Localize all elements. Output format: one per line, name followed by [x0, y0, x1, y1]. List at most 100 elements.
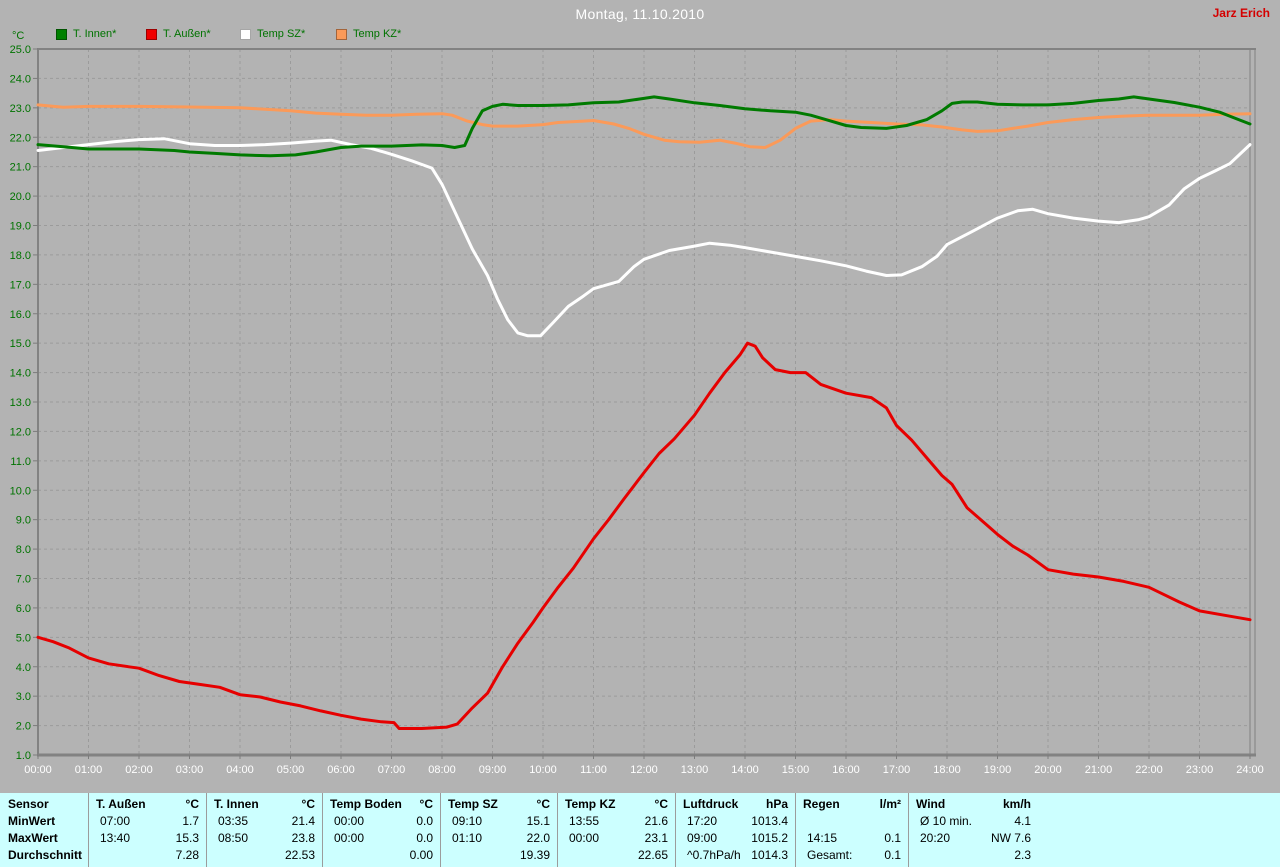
y-axis-labels: 25.0 24.0 23.0 22.0 21.0 20.0 19.0 18.0 17.0 16.0… [10, 44, 31, 762]
legend-item-t-aussen: T. Außen* [146, 28, 211, 40]
t-aussen-swatch-icon [146, 28, 157, 40]
stats-cell-avg: 22.65 [558, 847, 675, 864]
y-tick-label: 8.0 [16, 544, 31, 556]
stats-cell-max: 20:20 NW 7.6 [909, 830, 1038, 847]
cell-value: 21.4 [291, 814, 315, 828]
stats-cell-min: 00:00 0.0 [323, 813, 440, 830]
cell-value: NW 7.6 [990, 831, 1031, 845]
y-tick-label: 22.0 [10, 132, 31, 144]
x-tick-label: 11:00 [580, 764, 607, 776]
cell-value: 0.00 [409, 848, 433, 862]
y-tick-label: 17.0 [10, 279, 31, 291]
cell-time: 13:55 [569, 814, 600, 828]
stats-cell-avg: 7.28 [89, 847, 206, 864]
x-tick-label: 09:00 [479, 764, 507, 776]
x-tick-label: 00:00 [24, 764, 52, 776]
x-tick-label: 08:00 [428, 764, 456, 776]
cell-value: °C [301, 797, 315, 811]
cell-time: Luftdruck [683, 797, 739, 811]
cell-time: Wind [916, 797, 946, 811]
stats-cell-head: Temp Boden °C [323, 796, 440, 813]
cell-value: 15.1 [526, 814, 550, 828]
cell-time: 00:00 [334, 814, 365, 828]
y-tick-label: 19.0 [10, 221, 31, 233]
cell-value: 22.65 [637, 848, 668, 862]
cell-value: 21.6 [644, 814, 668, 828]
x-tick-label: 07:00 [378, 764, 406, 776]
y-tick-label: 15.0 [10, 338, 31, 350]
cell-time: 13:40 [100, 831, 131, 845]
y-tick-label: 11.0 [10, 456, 31, 468]
y-tick-label: 14.0 [10, 368, 31, 380]
x-tick-label: 16:00 [832, 764, 860, 776]
stats-column-temp-boden: Temp Boden °C 00:00 0.0 00:00 0.0 0.00 [322, 793, 440, 867]
stats-cell-min: Ø 10 min. 4.1 [909, 813, 1038, 830]
cell-value: 4.1 [1014, 814, 1031, 828]
cell-time: 01:10 [452, 831, 483, 845]
legend-label: Temp KZ* [353, 28, 402, 40]
stats-cell-avg: 19.39 [441, 847, 557, 864]
user-name: Jarz Erich [1212, 6, 1270, 20]
x-tick-label: 13:00 [681, 764, 709, 776]
cell-value: °C [419, 797, 433, 811]
stats-column-t-innen: T. Innen °C 03:35 21.4 08:50 23.8 22.53 [206, 793, 322, 867]
stats-cell-avg: 2.3 [909, 847, 1038, 864]
legend-item-temp-kz: Temp KZ* [336, 28, 401, 40]
y-tick-label: 1.0 [16, 750, 31, 762]
stats-row-label: MaxWert [8, 831, 58, 845]
chart-gridlines [38, 49, 1250, 755]
y-axis-unit-label: °C [12, 30, 25, 42]
stats-cell-max: 14:15 0.1 [796, 830, 908, 847]
cell-time: T. Innen [214, 797, 259, 811]
y-tick-label: 3.0 [16, 691, 31, 703]
stats-column-temp-kz: Temp KZ °C 13:55 21.6 00:00 23.1 22.65 [557, 793, 675, 867]
y-tick-label: 9.0 [16, 515, 31, 527]
cell-value: 1013.4 [751, 814, 788, 828]
cell-time: Regen [803, 797, 840, 811]
cell-time: 03:35 [218, 814, 249, 828]
stats-cell-max: 00:00 0.0 [323, 830, 440, 847]
cell-time: 17:20 [687, 814, 718, 828]
x-tick-label: 21:00 [1085, 764, 1113, 776]
stats-cell-head: Temp KZ °C [558, 796, 675, 813]
cell-time: 09:00 [687, 831, 718, 845]
stats-cell-max: 08:50 23.8 [207, 830, 322, 847]
y-tick-label: 6.0 [16, 603, 31, 615]
cell-time: 09:10 [452, 814, 483, 828]
temp-sz-swatch-icon [240, 28, 251, 40]
cell-time: 08:50 [218, 831, 249, 845]
x-tick-label: 19:00 [984, 764, 1012, 776]
legend-item-t-innen: T. Innen* [56, 28, 116, 40]
y-tick-label: 12.0 [10, 426, 31, 438]
stats-column-luftdruck: Luftdruck hPa 17:20 1013.4 09:00 1015.2 ^0.7hP… [675, 793, 795, 867]
stats-cell-min: 09:10 15.1 [441, 813, 557, 830]
temperature-chart: 25.0 24.0 23.0 22.0 21.0 20.0 19.0 18.0 17.0 16.0… [10, 44, 1264, 776]
cell-time: 14:15 [807, 831, 838, 845]
cell-value: °C [185, 797, 199, 811]
cell-value: 0.1 [884, 831, 901, 845]
stats-cell-min: 03:35 21.4 [207, 813, 322, 830]
x-tick-label: 14:00 [731, 764, 759, 776]
stats-row-label: MinWert [8, 814, 56, 828]
cell-value: 7.28 [175, 848, 199, 862]
stats-cell-min: 13:55 21.6 [558, 813, 675, 830]
x-tick-label: 10:00 [529, 764, 557, 776]
legend-label: T. Innen* [73, 28, 117, 40]
x-tick-label: 18:00 [933, 764, 961, 776]
cell-time: T. Außen [96, 797, 146, 811]
cell-time: ^0.7hPa/h [687, 848, 741, 862]
axis-ticks [33, 48, 1251, 759]
x-tick-label: 03:00 [176, 764, 204, 776]
cell-value: 0.0 [416, 814, 433, 828]
y-tick-label: 7.0 [16, 574, 31, 586]
page-title: Montag, 11.10.2010 [575, 6, 705, 22]
cell-value: hPa [765, 797, 788, 811]
y-tick-label: 2.0 [16, 721, 31, 733]
series-line-temp-sz [36, 137, 1252, 338]
series-line-t-innen [36, 95, 1252, 158]
stats-column-regen: Regen l/m² 14:15 0.1 Gesamt: 0.1 [795, 793, 908, 867]
y-tick-label: 23.0 [10, 103, 31, 115]
t-innen-swatch-icon [56, 28, 67, 40]
cell-time: 20:20 [920, 831, 951, 845]
